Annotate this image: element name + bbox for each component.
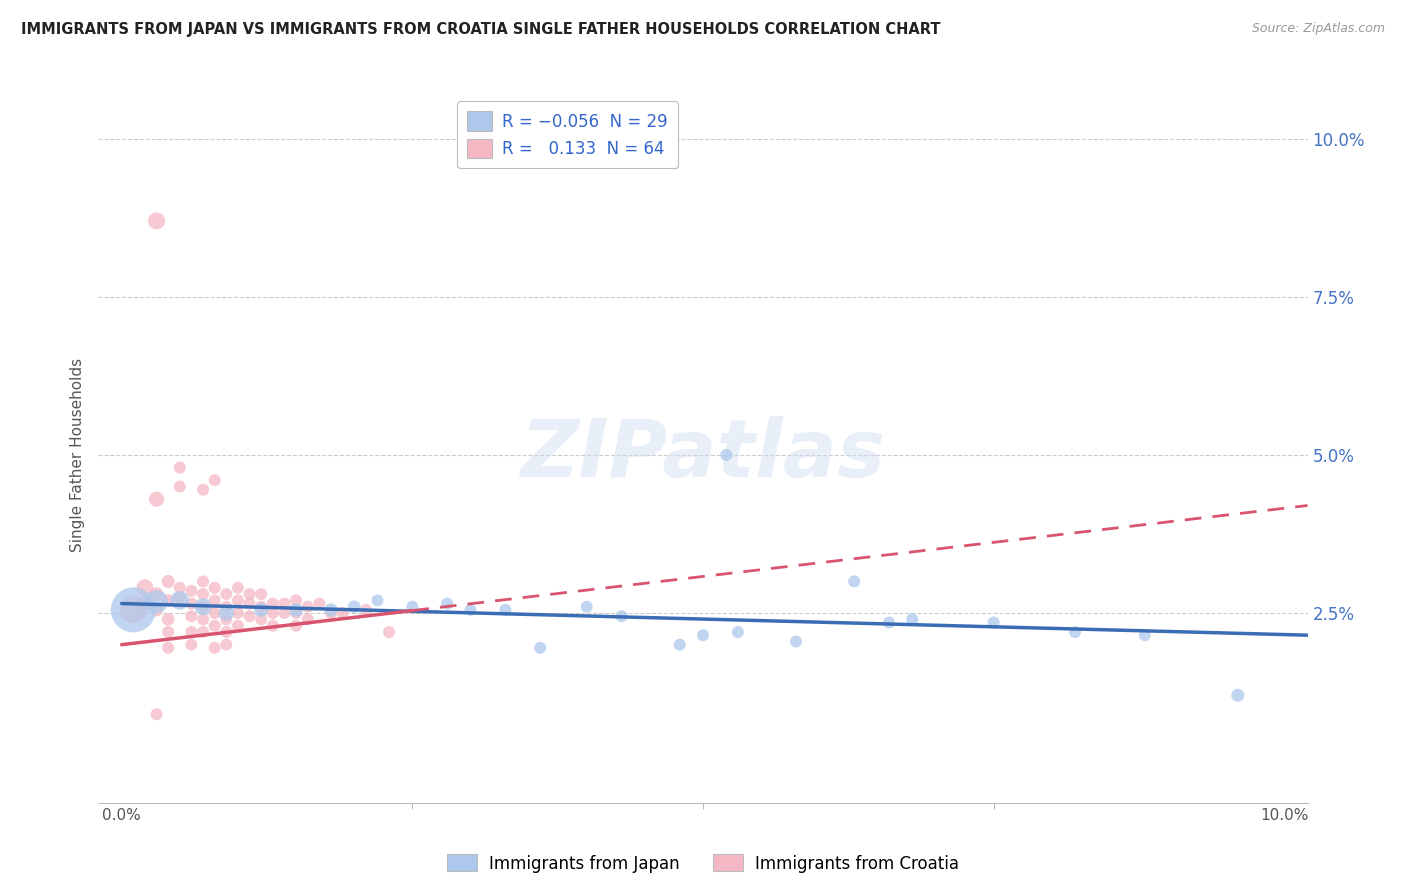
Point bbox=[575, 599, 598, 614]
Point bbox=[169, 479, 191, 493]
Point bbox=[262, 618, 284, 632]
Point bbox=[204, 640, 226, 655]
Point bbox=[308, 597, 330, 611]
Point bbox=[122, 603, 145, 617]
Point bbox=[215, 587, 238, 601]
Point bbox=[134, 581, 156, 595]
Point bbox=[191, 483, 214, 497]
Point bbox=[983, 615, 1005, 630]
Point bbox=[180, 638, 202, 652]
Point bbox=[273, 606, 295, 620]
Point bbox=[285, 593, 308, 607]
Point bbox=[610, 609, 633, 624]
Point bbox=[134, 597, 156, 611]
Point bbox=[180, 625, 202, 640]
Point bbox=[180, 597, 202, 611]
Point bbox=[215, 638, 238, 652]
Point bbox=[297, 599, 319, 614]
Point bbox=[226, 618, 249, 632]
Point bbox=[262, 606, 284, 620]
Point bbox=[494, 603, 516, 617]
Point bbox=[319, 603, 342, 617]
Point bbox=[343, 599, 366, 614]
Point bbox=[215, 612, 238, 626]
Point bbox=[250, 599, 273, 614]
Point bbox=[239, 609, 262, 624]
Point bbox=[668, 638, 690, 652]
Point bbox=[145, 595, 167, 609]
Point bbox=[877, 615, 900, 630]
Point bbox=[145, 603, 167, 617]
Point bbox=[215, 606, 238, 620]
Point bbox=[785, 634, 807, 648]
Point bbox=[204, 473, 226, 487]
Point bbox=[285, 618, 308, 632]
Point bbox=[215, 625, 238, 640]
Point bbox=[204, 606, 226, 620]
Point bbox=[122, 603, 145, 617]
Point bbox=[401, 599, 423, 614]
Text: IMMIGRANTS FROM JAPAN VS IMMIGRANTS FROM CROATIA SINGLE FATHER HOUSEHOLDS CORREL: IMMIGRANTS FROM JAPAN VS IMMIGRANTS FROM… bbox=[21, 22, 941, 37]
Point bbox=[169, 593, 191, 607]
Text: Source: ZipAtlas.com: Source: ZipAtlas.com bbox=[1251, 22, 1385, 36]
Legend: Immigrants from Japan, Immigrants from Croatia: Immigrants from Japan, Immigrants from C… bbox=[440, 847, 966, 880]
Point bbox=[191, 599, 214, 614]
Point bbox=[901, 612, 924, 626]
Point bbox=[297, 612, 319, 626]
Point bbox=[529, 640, 551, 655]
Point bbox=[378, 625, 401, 640]
Text: ZIPatlas: ZIPatlas bbox=[520, 416, 886, 494]
Point bbox=[169, 581, 191, 595]
Point bbox=[692, 628, 714, 642]
Point bbox=[273, 597, 295, 611]
Point bbox=[145, 587, 167, 601]
Point bbox=[145, 214, 167, 228]
Point bbox=[145, 492, 167, 507]
Point bbox=[180, 609, 202, 624]
Point bbox=[262, 597, 284, 611]
Point bbox=[157, 574, 180, 589]
Point bbox=[157, 625, 180, 640]
Point bbox=[204, 618, 226, 632]
Y-axis label: Single Father Households: Single Father Households bbox=[69, 358, 84, 552]
Point bbox=[157, 640, 180, 655]
Point bbox=[727, 625, 749, 640]
Point bbox=[191, 587, 214, 601]
Point bbox=[366, 593, 388, 607]
Point bbox=[460, 603, 482, 617]
Point bbox=[191, 574, 214, 589]
Point bbox=[319, 606, 342, 620]
Point bbox=[204, 581, 226, 595]
Point bbox=[191, 625, 214, 640]
Point bbox=[204, 593, 226, 607]
Point bbox=[157, 612, 180, 626]
Legend: R = −0.056  N = 29, R =   0.133  N = 64: R = −0.056 N = 29, R = 0.133 N = 64 bbox=[457, 102, 678, 169]
Point bbox=[226, 581, 249, 595]
Point bbox=[226, 593, 249, 607]
Point bbox=[250, 587, 273, 601]
Point bbox=[716, 448, 738, 462]
Point bbox=[250, 612, 273, 626]
Point bbox=[1226, 688, 1249, 702]
Point bbox=[157, 593, 180, 607]
Point bbox=[191, 599, 214, 614]
Point bbox=[285, 606, 308, 620]
Point bbox=[1064, 625, 1087, 640]
Point bbox=[285, 603, 308, 617]
Point bbox=[180, 583, 202, 598]
Point bbox=[169, 591, 191, 605]
Point bbox=[169, 460, 191, 475]
Point bbox=[215, 599, 238, 614]
Point bbox=[226, 606, 249, 620]
Point bbox=[191, 612, 214, 626]
Point bbox=[844, 574, 866, 589]
Point bbox=[239, 597, 262, 611]
Point bbox=[250, 603, 273, 617]
Point bbox=[332, 606, 354, 620]
Point bbox=[145, 707, 167, 722]
Point bbox=[1133, 628, 1156, 642]
Point bbox=[239, 587, 262, 601]
Point bbox=[354, 603, 377, 617]
Point bbox=[436, 597, 458, 611]
